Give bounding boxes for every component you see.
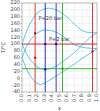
vertical-line [62, 3, 63, 92]
vertical-line [92, 3, 93, 92]
y-tick-label: 40 [14, 61, 20, 67]
y-tick-label: 0 [17, 75, 20, 81]
y-grid-line [22, 44, 97, 45]
y-tick-label: -40 [12, 88, 20, 94]
x-tick-label: 0.0 [18, 94, 24, 102]
grid [22, 3, 97, 92]
y-tick-label: 60 [14, 54, 20, 60]
x-grid-line [29, 3, 30, 92]
marker [62, 68, 64, 70]
phase-curve [22, 30, 97, 58]
marker [44, 68, 46, 70]
y-grid-line [22, 85, 97, 86]
y-tick-label: 200 [10, 6, 20, 12]
x-tick-label: 0.3 [41, 94, 47, 102]
y-tick-label: 220 [10, 0, 20, 5]
y-tick-label: 100 [10, 40, 20, 46]
vertical-line [35, 3, 36, 92]
x-grid-line [74, 3, 75, 92]
x-tick-label: 0.6 [63, 94, 69, 102]
marker [34, 32, 36, 34]
y-tick-label: -20 [12, 82, 20, 88]
y-tick-label: 160 [10, 20, 20, 26]
x-tick-label: 0.2 [33, 94, 39, 102]
marker [34, 57, 36, 59]
x-tick-label: 0.8 [78, 94, 84, 102]
x-axis-label: x [58, 105, 61, 111]
marker [55, 43, 57, 45]
plot-frame [22, 3, 97, 92]
x-tick-label: 0.5 [56, 94, 62, 102]
horizontal-line [22, 68, 97, 69]
plot-area [22, 3, 97, 92]
marks [22, 3, 97, 92]
x-tick-label: 1.0 [93, 94, 99, 102]
annotation: P=2 bar [49, 36, 70, 42]
marker [44, 43, 46, 45]
x-tick-label: 0.9 [86, 94, 92, 102]
y-tick-label: 80 [14, 47, 20, 53]
y-tick-label: 120 [10, 34, 20, 40]
y-grid-line [22, 30, 97, 31]
chart: 0.00.10.20.30.40.50.60.70.80.91.0 -40-200… [0, 0, 100, 111]
annotation: P=20 bar [39, 15, 63, 21]
y-grid-line [22, 78, 97, 79]
y-grid-line [22, 9, 97, 10]
y-axis-label: T/°C [0, 42, 6, 54]
horizontal-line [22, 44, 97, 45]
y-grid-line [22, 23, 97, 24]
y-tick-label: 20 [14, 68, 20, 74]
phase-curve [22, 49, 97, 85]
phase-curve [22, 8, 97, 44]
y-grid-line [22, 57, 97, 58]
x-tick-label: 0.4 [48, 94, 54, 102]
x-tick-label: 0.1 [26, 94, 32, 102]
x-tick-label: 0.7 [71, 94, 77, 102]
x-grid-line [89, 3, 90, 92]
y-tick-label: 180 [10, 13, 20, 19]
marker [92, 50, 94, 52]
y-grid-line [22, 71, 97, 72]
phase-curve [22, 33, 97, 70]
y-grid-line [22, 50, 97, 51]
y-tick-label: 140 [10, 27, 20, 33]
x-grid-line [37, 3, 38, 92]
